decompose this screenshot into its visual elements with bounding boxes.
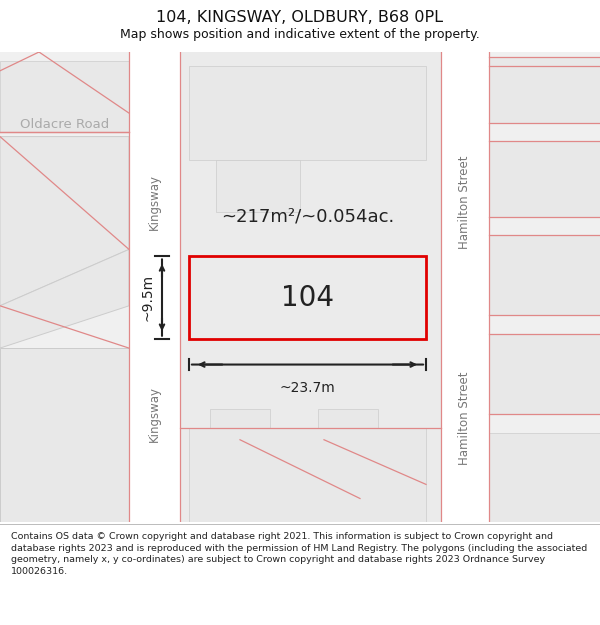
Bar <box>489 57 600 122</box>
Bar <box>180 52 441 522</box>
Text: ~9.5m: ~9.5m <box>141 274 155 321</box>
Text: Kingsway: Kingsway <box>148 174 161 231</box>
Bar <box>189 428 426 522</box>
Bar <box>441 52 489 522</box>
Bar <box>489 334 600 414</box>
Text: Kingsway: Kingsway <box>148 386 161 442</box>
Bar <box>129 52 180 522</box>
Bar <box>210 409 270 428</box>
Text: 104: 104 <box>281 284 334 312</box>
Text: Map shows position and indicative extent of the property.: Map shows position and indicative extent… <box>120 28 480 41</box>
Bar <box>189 66 426 160</box>
Text: Contains OS data © Crown copyright and database right 2021. This information is : Contains OS data © Crown copyright and d… <box>11 532 587 576</box>
Text: 104, KINGSWAY, OLDBURY, B68 0PL: 104, KINGSWAY, OLDBURY, B68 0PL <box>157 11 443 26</box>
Bar <box>318 409 378 428</box>
Polygon shape <box>0 137 129 306</box>
Bar <box>489 432 600 522</box>
Bar <box>489 141 600 216</box>
Text: Hamilton Street: Hamilton Street <box>458 156 472 249</box>
Text: ~217m²/~0.054ac.: ~217m²/~0.054ac. <box>221 208 394 226</box>
Text: Oldacre Road: Oldacre Road <box>20 118 109 131</box>
Text: Hamilton Street: Hamilton Street <box>458 372 472 466</box>
Text: ~23.7m: ~23.7m <box>280 381 335 395</box>
Bar <box>0 61 129 132</box>
Polygon shape <box>0 348 129 522</box>
Bar <box>216 160 300 212</box>
Bar <box>489 235 600 315</box>
Polygon shape <box>0 249 129 348</box>
Bar <box>189 256 426 339</box>
